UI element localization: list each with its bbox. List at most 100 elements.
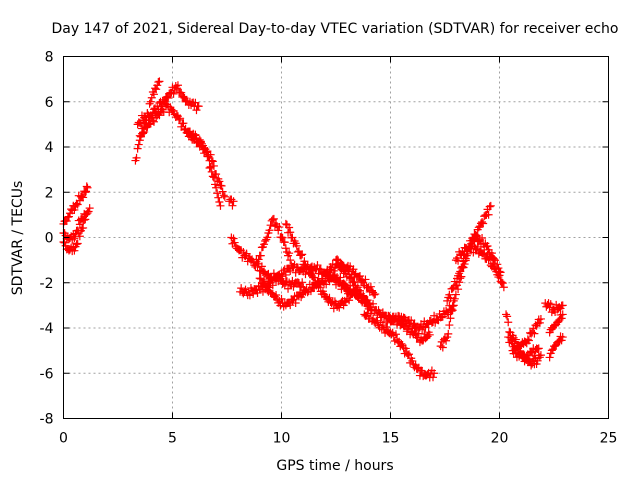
data-point	[155, 77, 164, 86]
data-point	[329, 274, 338, 283]
data-point	[145, 99, 154, 108]
data-point	[472, 232, 481, 241]
data-point	[164, 93, 173, 102]
data-point	[422, 333, 431, 342]
data-point	[557, 336, 566, 345]
data-point	[255, 274, 264, 283]
data-point	[442, 336, 451, 345]
data-point	[456, 267, 465, 276]
data-point	[355, 290, 364, 299]
series-track24	[508, 344, 543, 363]
data-point	[204, 152, 213, 161]
data-point	[342, 263, 351, 272]
data-point	[457, 264, 466, 272]
data-point	[197, 139, 206, 148]
data-point	[313, 261, 322, 270]
data-point	[228, 201, 237, 210]
data-point	[358, 276, 367, 285]
data-point	[286, 301, 295, 310]
data-point	[256, 251, 265, 260]
data-point	[79, 216, 88, 225]
y-tick-label: -6	[40, 366, 54, 382]
data-point	[543, 300, 552, 309]
data-point	[419, 372, 428, 381]
y-tick-label: 8	[45, 50, 54, 66]
data-point	[327, 299, 336, 308]
data-point	[263, 233, 272, 242]
data-point	[305, 268, 314, 277]
data-point	[286, 256, 295, 265]
data-point	[82, 187, 91, 196]
data-point	[292, 241, 301, 250]
data-point	[366, 309, 375, 318]
data-point	[81, 188, 90, 197]
data-point	[155, 111, 164, 120]
data-point	[496, 277, 505, 286]
data-point	[205, 163, 214, 172]
data-point	[461, 254, 470, 263]
data-point	[337, 285, 346, 294]
data-point	[502, 310, 511, 319]
data-point	[215, 198, 224, 207]
data-point	[277, 294, 286, 303]
data-point	[192, 106, 201, 115]
data-point	[152, 85, 161, 94]
series-track7	[183, 127, 225, 210]
data-point	[284, 284, 293, 293]
data-point	[329, 266, 338, 275]
data-point	[154, 78, 163, 87]
data-point	[81, 210, 90, 219]
data-point	[183, 97, 192, 106]
data-point	[505, 327, 514, 336]
data-point	[310, 273, 319, 282]
data-point	[137, 111, 146, 120]
data-point	[70, 234, 79, 243]
data-point	[256, 274, 265, 283]
data-point	[394, 316, 403, 325]
x-tick-label: 15	[382, 431, 400, 447]
data-point	[281, 219, 290, 228]
data-point	[146, 97, 155, 106]
data-point	[82, 182, 91, 191]
data-point	[134, 140, 143, 149]
data-point	[280, 238, 289, 247]
data-point	[279, 302, 288, 311]
series-track13	[281, 219, 362, 313]
data-point	[335, 303, 344, 312]
data-point	[488, 259, 497, 268]
axis-ticks	[63, 56, 609, 419]
data-point	[341, 298, 350, 307]
data-point	[85, 204, 94, 213]
data-point	[75, 220, 84, 229]
data-point	[519, 353, 528, 362]
data-point	[73, 239, 82, 248]
tick-labels: 0 5 10 15 20 25 -8 -6 -4 -2 0 2 4 6 8	[40, 50, 618, 447]
data-point	[378, 321, 387, 330]
data-point	[473, 242, 482, 251]
data-point	[300, 257, 309, 266]
data-point	[230, 238, 239, 247]
data-point	[219, 191, 228, 200]
data-point	[169, 106, 178, 115]
data-point	[79, 223, 88, 232]
data-point	[478, 218, 487, 227]
data-point	[493, 260, 502, 269]
series-track12	[251, 214, 295, 271]
series-track25	[545, 332, 567, 362]
y-tick-label: -2	[40, 276, 54, 292]
data-point	[227, 195, 236, 204]
data-point	[524, 354, 533, 363]
data-point	[366, 282, 375, 291]
data-point	[308, 262, 317, 271]
data-point	[268, 281, 277, 290]
data-point	[173, 81, 182, 90]
data-point	[176, 114, 185, 123]
data-point	[242, 249, 251, 258]
data-point	[258, 242, 267, 251]
data-point	[215, 177, 224, 186]
data-point	[557, 301, 566, 310]
y-tick-label: 2	[45, 185, 54, 201]
data-point	[312, 264, 321, 273]
data-point	[298, 278, 307, 287]
data-point	[535, 318, 544, 327]
